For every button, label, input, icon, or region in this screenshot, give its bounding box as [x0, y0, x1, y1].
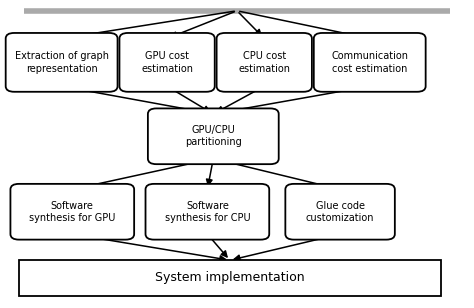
Text: Glue code
customization: Glue code customization — [306, 201, 374, 223]
FancyBboxPatch shape — [314, 33, 426, 92]
FancyBboxPatch shape — [146, 184, 269, 240]
Text: Extraction of graph
representation: Extraction of graph representation — [15, 51, 109, 74]
Text: Communication
cost estimation: Communication cost estimation — [331, 51, 408, 74]
Text: Software
synthesis for GPU: Software synthesis for GPU — [29, 201, 116, 223]
FancyBboxPatch shape — [285, 184, 395, 240]
Text: CPU cost
estimation: CPU cost estimation — [238, 51, 290, 74]
FancyBboxPatch shape — [10, 184, 134, 240]
Text: System implementation: System implementation — [155, 271, 305, 285]
Text: GPU/CPU
partitioning: GPU/CPU partitioning — [185, 125, 242, 148]
FancyBboxPatch shape — [217, 33, 312, 92]
Bar — [19, 260, 441, 296]
Text: Software
synthesis for CPU: Software synthesis for CPU — [164, 201, 250, 223]
FancyBboxPatch shape — [6, 33, 118, 92]
FancyBboxPatch shape — [119, 33, 215, 92]
FancyBboxPatch shape — [148, 108, 279, 164]
Text: GPU cost
estimation: GPU cost estimation — [141, 51, 193, 74]
